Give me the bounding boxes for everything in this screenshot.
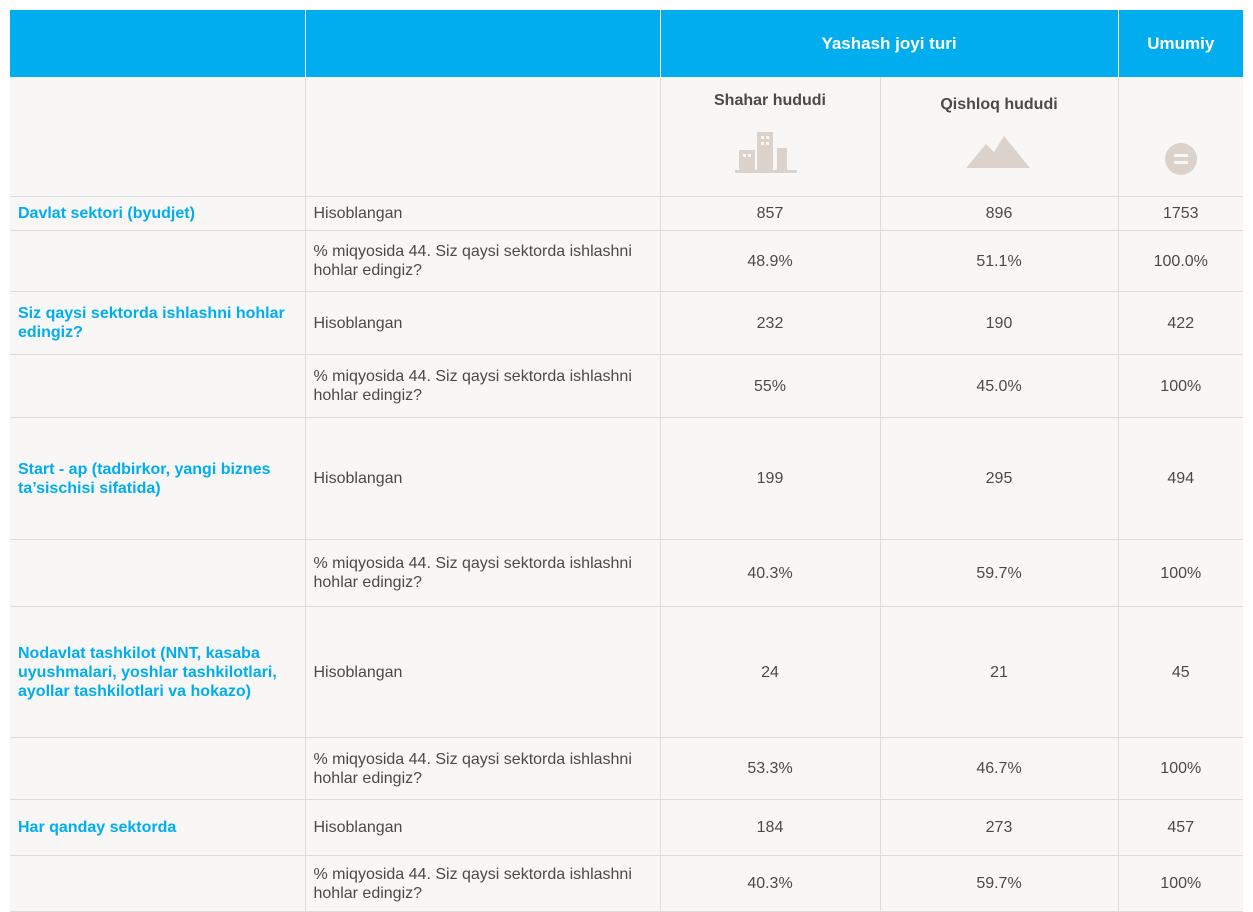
row-label: Siz qaysi sektorda ishlashni hohlar edin…: [10, 291, 305, 355]
row-label: Davlat sektori (byudjet): [10, 196, 305, 231]
value-cell: 232: [659, 291, 880, 355]
value-cell: 100%: [1117, 539, 1244, 607]
table-row: Nodavlat tashkilot (NNT, kasaba uyushmal…: [10, 606, 1244, 738]
empty-cell: [10, 855, 305, 912]
value-cell: 857: [659, 196, 880, 231]
value-cell: 100.0%: [1117, 230, 1244, 292]
value-cell: 100%: [1117, 737, 1244, 800]
city-icon: [735, 132, 797, 173]
measure-cell: Hisoblangan: [304, 196, 660, 231]
row-label: Start - ap (tadbirkor, yangi biznes ta’s…: [10, 417, 305, 540]
empty-cell: [10, 539, 305, 607]
measure-cell: % miqyosida 44. Siz qaysi sektorda ishla…: [304, 354, 660, 418]
empty-cell: [10, 354, 305, 418]
value-cell: 21: [879, 606, 1119, 738]
value-cell: 51.1%: [879, 230, 1119, 292]
table-row: % miqyosida 44. Siz qaysi sektorda ishla…: [10, 539, 1244, 607]
table-row: Start - ap (tadbirkor, yangi biznes ta’s…: [10, 417, 1244, 540]
subheader-row: Shahar hududi Qishloq hududi: [10, 77, 1244, 197]
measure-cell: % miqyosida 44. Siz qaysi sektorda ishla…: [304, 539, 660, 607]
value-cell: 896: [879, 196, 1119, 231]
value-cell: 100%: [1117, 855, 1244, 912]
value-cell: 295: [879, 417, 1119, 540]
column-title: Shahar hududi: [714, 92, 826, 109]
value-cell: 53.3%: [659, 737, 880, 800]
measure-cell: Hisoblangan: [304, 291, 660, 355]
measure-cell: Hisoblangan: [304, 606, 660, 738]
value-cell: 55%: [659, 354, 880, 418]
table-row: % miqyosida 44. Siz qaysi sektorda ishla…: [10, 855, 1244, 912]
value-cell: 45: [1117, 606, 1244, 738]
total-title: Umumiy: [1117, 10, 1244, 77]
value-cell: 457: [1117, 799, 1244, 856]
table-row: % miqyosida 44. Siz qaysi sektorda ishla…: [10, 230, 1244, 292]
group-title: Yashash joyi turi: [659, 10, 1119, 77]
header-row: Yashash joyi turi Umumiy: [10, 10, 1244, 77]
empty-cell: [10, 230, 305, 292]
measure-cell: Hisoblangan: [304, 417, 660, 540]
value-cell: 40.3%: [659, 855, 880, 912]
value-cell: 45.0%: [879, 354, 1119, 418]
value-cell: 46.7%: [879, 737, 1119, 800]
data-table: Yashash joyi turi Umumiy Shahar hududi Q…: [10, 10, 1244, 912]
value-cell: 24: [659, 606, 880, 738]
empty-cell: [10, 737, 305, 800]
table-row: Davlat sektori (byudjet) Hisoblangan 857 89…: [10, 196, 1244, 231]
measure-cell: % miqyosida 44. Siz qaysi sektorda ishla…: [304, 855, 660, 912]
value-cell: 184: [659, 799, 880, 856]
village-icon: [966, 136, 1030, 168]
value-cell: 59.7%: [879, 855, 1119, 912]
measure-cell: % miqyosida 44. Siz qaysi sektorda ishla…: [304, 737, 660, 800]
value-cell: 190: [879, 291, 1119, 355]
value-cell: 1753: [1117, 196, 1244, 231]
page: Yashash joyi turi Umumiy Shahar hududi Q…: [10, 10, 1244, 912]
table-row: Har qanday sektorda Hisoblangan 184 273 457: [10, 799, 1244, 856]
table-row: Siz qaysi sektorda ishlashni hohlar edin…: [10, 291, 1244, 355]
total-icon: [1164, 143, 1197, 175]
value-cell: 422: [1117, 291, 1244, 355]
measure-cell: Hisoblangan: [304, 799, 660, 856]
value-cell: 199: [659, 417, 880, 540]
column-title: Qishloq hududi: [940, 96, 1058, 113]
value-cell: 273: [879, 799, 1119, 856]
table-row: % miqyosida 44. Siz qaysi sektorda ishla…: [10, 354, 1244, 418]
value-cell: 40.3%: [659, 539, 880, 607]
value-cell: 100%: [1117, 354, 1244, 418]
row-label: Har qanday sektorda: [10, 799, 305, 856]
value-cell: 48.9%: [659, 230, 880, 292]
row-label: Nodavlat tashkilot (NNT, kasaba uyushmal…: [10, 606, 305, 738]
measure-cell: % miqyosida 44. Siz qaysi sektorda ishla…: [304, 230, 660, 292]
value-cell: 59.7%: [879, 539, 1119, 607]
table-row: % miqyosida 44. Siz qaysi sektorda ishla…: [10, 737, 1244, 800]
value-cell: 494: [1117, 417, 1244, 540]
